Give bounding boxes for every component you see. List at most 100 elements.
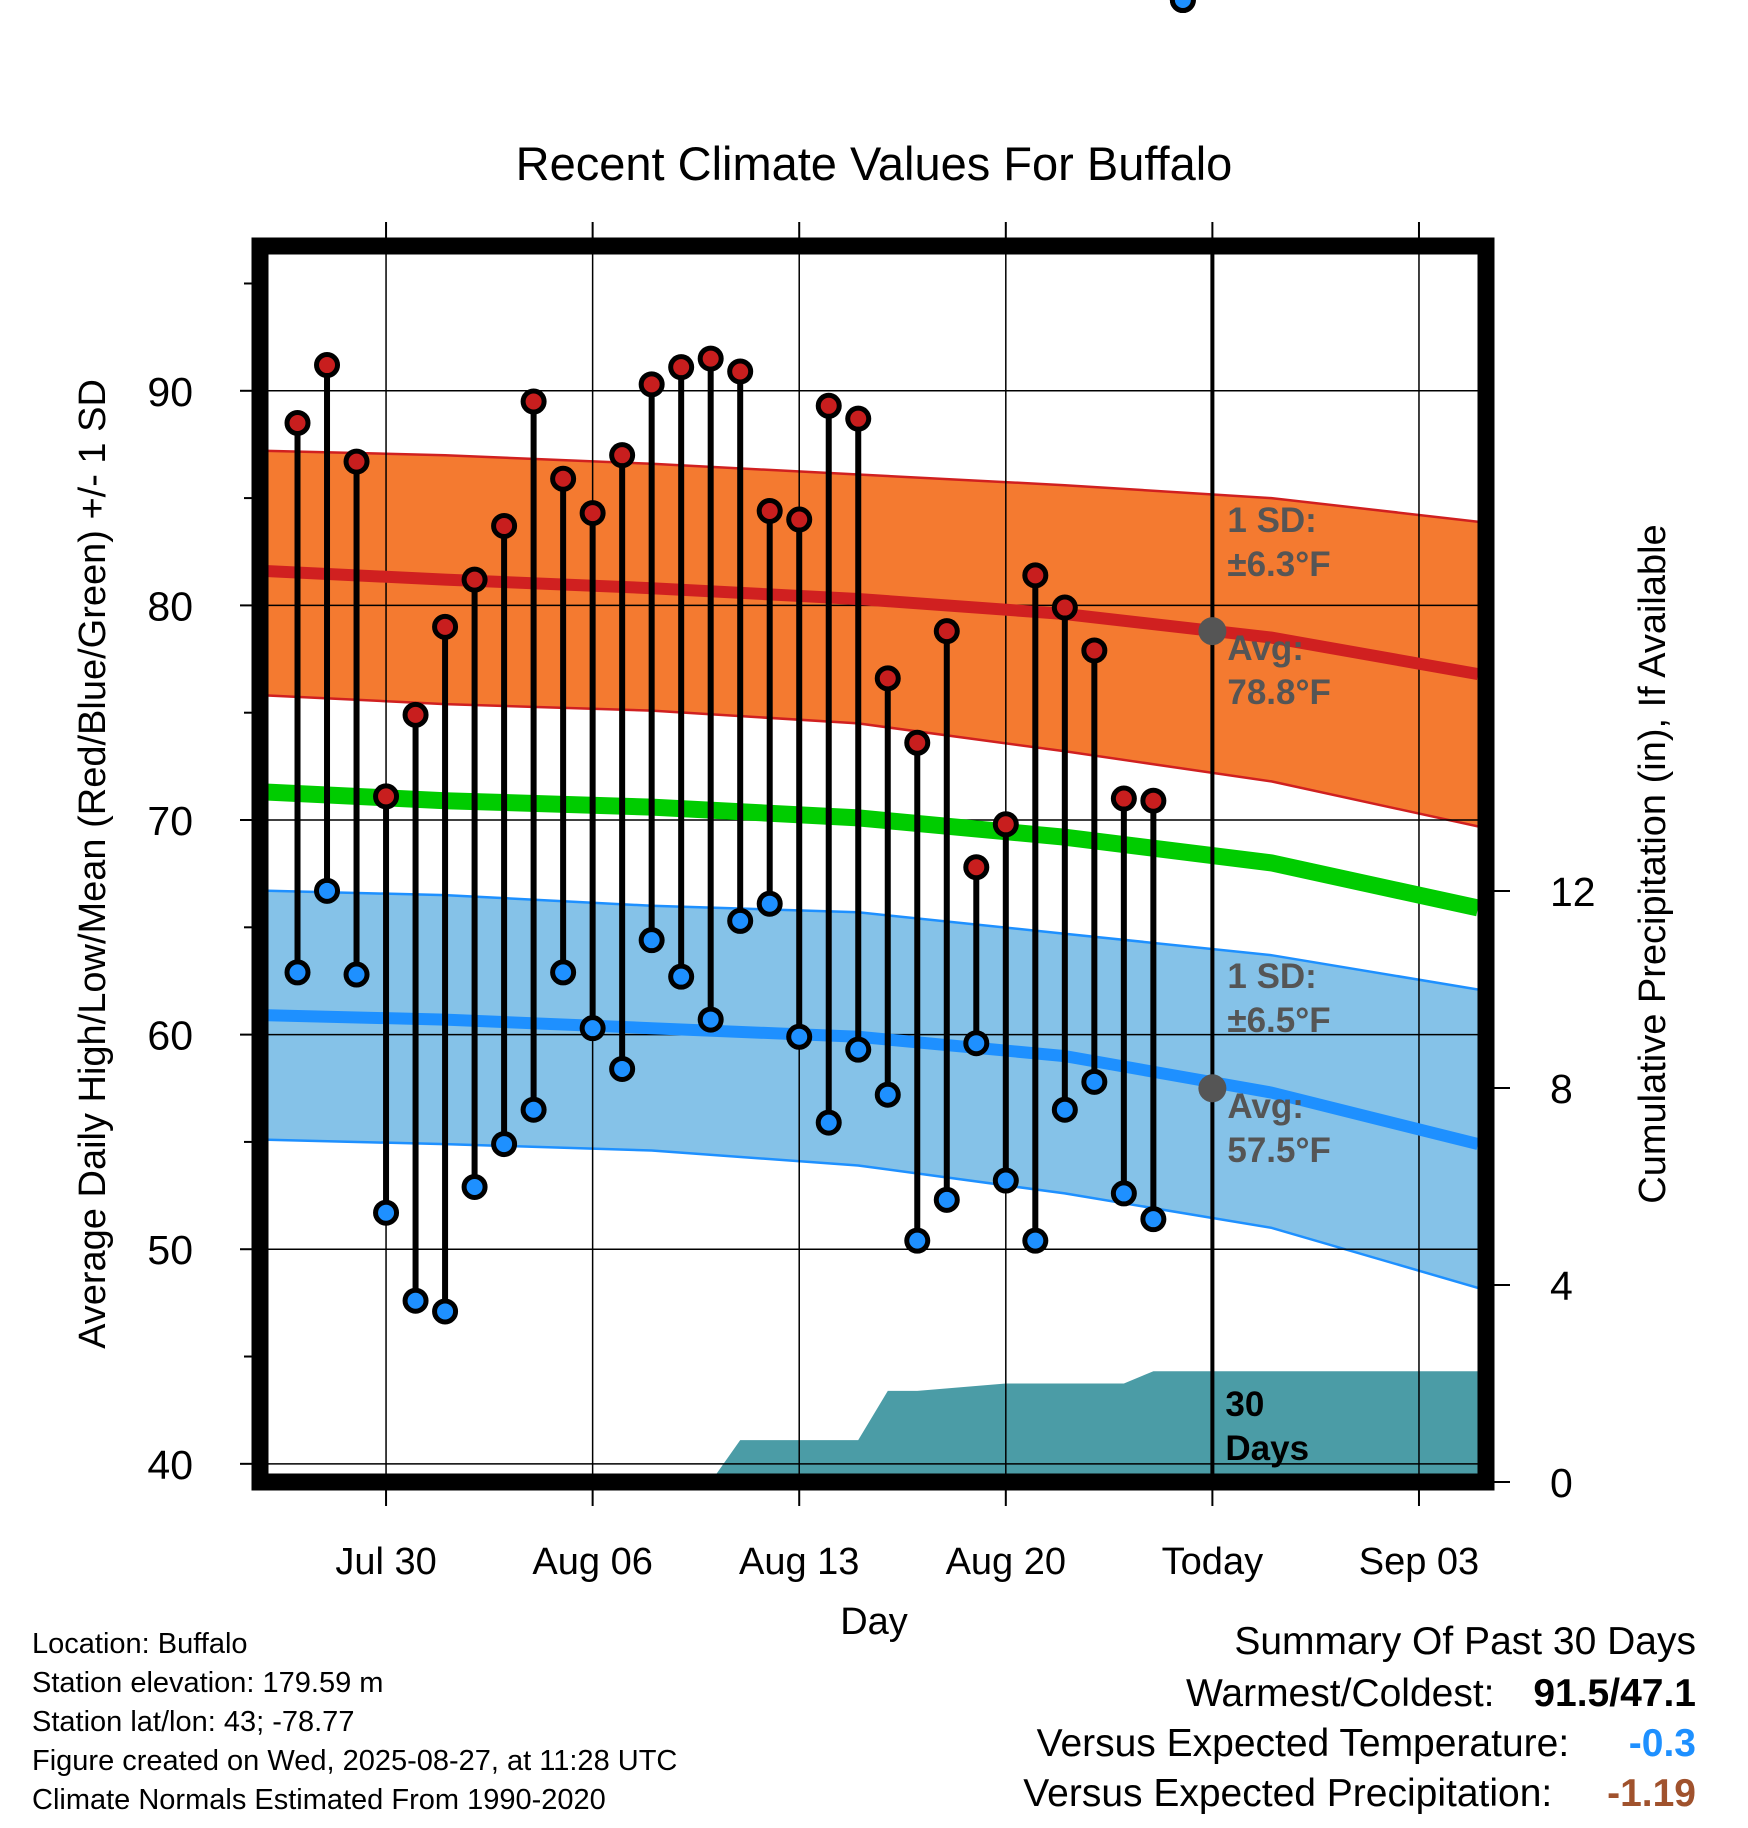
obs-high-point <box>609 442 636 469</box>
obs-high-point <box>933 618 960 645</box>
high-avg-value: 78.8°F <box>1227 673 1331 712</box>
obs-low-point <box>609 1055 636 1082</box>
obs-high-point <box>343 448 370 475</box>
y2-tick-label: 12 <box>1550 869 1596 915</box>
high-avg-label: Avg: <box>1227 629 1303 668</box>
summary-heading-text: Summary Of Past 30 Days <box>1234 1620 1696 1663</box>
window-label-days: Days <box>1225 1429 1309 1468</box>
window-label-number: 30 <box>1225 1385 1264 1424</box>
obs-low-point <box>756 890 783 917</box>
chart-title: Recent Climate Values For Buffalo <box>516 137 1233 190</box>
obs-high-point <box>1110 785 1137 812</box>
obs-high-point <box>963 854 990 881</box>
obs-high-point <box>815 392 842 419</box>
obs-low-point <box>284 959 311 986</box>
obs-low-point <box>668 963 695 990</box>
obs-high-point <box>786 506 813 533</box>
x-tick-label: Aug 06 <box>532 1541 652 1583</box>
y-tick-label: 60 <box>147 1013 193 1059</box>
precip-area <box>711 1371 1478 1481</box>
x-tick-label: Aug 13 <box>739 1541 859 1583</box>
obs-high-point <box>284 409 311 436</box>
obs-low-point <box>491 1131 518 1158</box>
obs-low-point <box>1169 0 1196 13</box>
obs-high-point <box>520 388 547 415</box>
plot-frame <box>251 237 1495 1491</box>
high-sd-label: 1 SD: <box>1227 501 1316 540</box>
obs-low-point <box>1110 1180 1137 1207</box>
obs-high-point <box>1051 594 1078 621</box>
obs-low-point <box>1022 1227 1049 1254</box>
y2-axis-label: Cumulative Precipitation (in), If Availa… <box>1632 524 1674 1203</box>
normals-period: Climate Normals Estimated From 1990-2020 <box>32 1784 606 1816</box>
high-avg-marker <box>1198 617 1227 646</box>
y-tick-label: 90 <box>147 369 193 415</box>
x-tick-label: Sep 03 <box>1359 1541 1479 1583</box>
obs-high-point <box>638 371 665 398</box>
obs-low-point <box>550 959 577 986</box>
obs-low-point <box>904 1227 931 1254</box>
summary-warmest-coldest: Warmest/Coldest: 91.5/47.1 <box>1186 1672 1696 1716</box>
low-avg-value: 57.5°F <box>1227 1131 1331 1170</box>
high-sd-band <box>268 450 1478 827</box>
obs-low-point <box>727 907 754 934</box>
obs-high-point <box>373 783 400 810</box>
y2-tick-label: 4 <box>1550 1263 1573 1309</box>
low-avg-marker <box>1198 1074 1227 1103</box>
precip-departure-value: -1.19 <box>1607 1772 1696 1815</box>
y-tick-label: 50 <box>147 1227 193 1273</box>
obs-low-point <box>373 1199 400 1226</box>
low-sd-value: ±6.5°F <box>1227 1001 1330 1040</box>
obs-high-point <box>491 512 518 539</box>
obs-low-point <box>1140 1206 1167 1233</box>
x-axis-label: Day <box>840 1601 908 1643</box>
station-elevation: Station elevation: 179.59 m <box>32 1667 384 1699</box>
y-tick-label: 80 <box>147 583 193 629</box>
obs-low-point <box>520 1096 547 1123</box>
obs-high-point <box>756 497 783 524</box>
low-sd-label: 1 SD: <box>1227 957 1316 996</box>
obs-high-point <box>668 354 695 381</box>
obs-high-point <box>402 701 429 728</box>
y-tick-label: 70 <box>147 798 193 844</box>
obs-high-point <box>1140 787 1167 814</box>
precip-departure-label: Versus Expected Precipitation: <box>1023 1772 1553 1815</box>
obs-high-point <box>845 405 872 432</box>
obs-high-point <box>314 352 341 379</box>
temp-departure-value: -0.3 <box>1628 1722 1696 1765</box>
summary-temperature: Versus Expected Temperature: -0.3 <box>1037 1722 1696 1766</box>
low-sd-band <box>268 890 1478 1288</box>
obs-low-point <box>697 1006 724 1033</box>
obs-high-point <box>461 566 488 593</box>
summary-precipitation: Versus Expected Precipitation: -1.19 <box>1023 1772 1696 1816</box>
obs-high-point <box>432 613 459 640</box>
obs-low-point <box>845 1036 872 1063</box>
obs-high-point <box>697 345 724 372</box>
obs-low-point <box>992 1167 1019 1194</box>
y-axis-label: Average Daily High/Low/Mean (Red/Blue/Gr… <box>72 379 114 1349</box>
obs-high-point <box>1081 637 1108 664</box>
obs-high-point <box>579 500 606 527</box>
obs-low-point <box>1051 1096 1078 1123</box>
warmest-coldest-label: Warmest/Coldest: <box>1186 1672 1495 1715</box>
obs-low-point <box>786 1023 813 1050</box>
summary-heading: Summary Of Past 30 Days <box>1234 1620 1696 1664</box>
obs-low-point <box>815 1109 842 1136</box>
obs-high-point <box>904 729 931 756</box>
obs-high-point <box>874 665 901 692</box>
x-tick-label: Aug 20 <box>946 1541 1066 1583</box>
station-location: Location: Buffalo <box>32 1628 248 1660</box>
obs-low-point <box>461 1173 488 1200</box>
warmest-coldest-value: 91.5/47.1 <box>1533 1672 1696 1715</box>
obs-high-point <box>550 465 577 492</box>
temp-departure-label: Versus Expected Temperature: <box>1036 1722 1570 1765</box>
plot-area: 1 SD: ±6.3°F Avg: 78.8°F 1 SD: ±6.5°F Avg: 57.5… <box>147 0 1596 1583</box>
obs-low-point <box>638 927 665 954</box>
x-tick-label: Jul 30 <box>335 1541 436 1583</box>
obs-low-point <box>933 1186 960 1213</box>
obs-low-point <box>402 1287 429 1314</box>
y-tick-label: 40 <box>147 1442 193 1488</box>
obs-low-point <box>579 1015 606 1042</box>
obs-high-point <box>727 358 754 385</box>
